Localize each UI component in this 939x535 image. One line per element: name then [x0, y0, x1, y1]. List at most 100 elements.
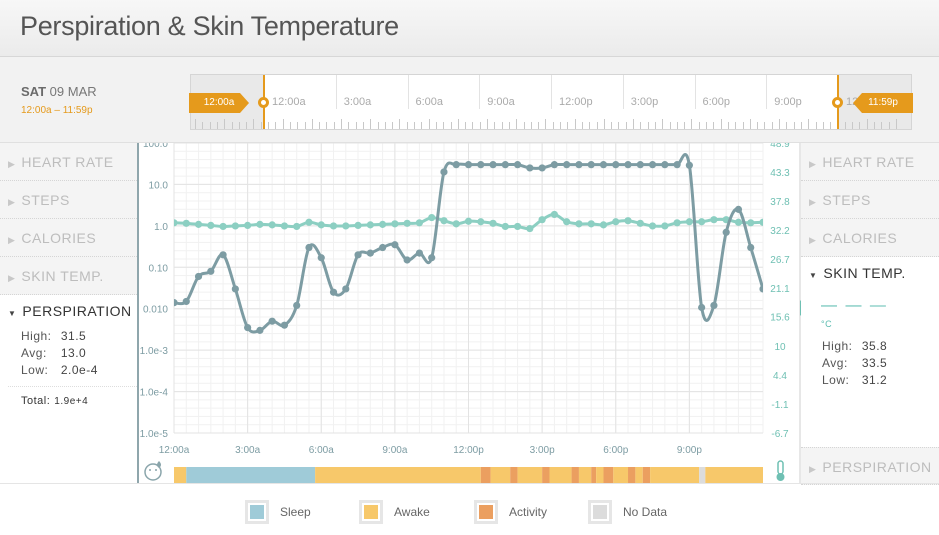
perspiration-point	[599, 161, 608, 169]
timeline-minor-tick	[567, 122, 569, 129]
sidebar-item-skin-temp[interactable]: ▶ SKIN TEMP.	[0, 257, 137, 295]
timeline-minor-tick	[852, 122, 853, 129]
perspiration-point	[587, 161, 595, 169]
legend-label: No Data	[623, 505, 668, 519]
skin-temp-point	[612, 218, 620, 226]
page-title: Perspiration & Skin Temperature	[20, 11, 399, 41]
activity-segment	[571, 467, 579, 483]
timeline-separator	[551, 75, 552, 109]
end-time-flag[interactable]: 11:59p	[853, 93, 913, 113]
timeline-minor-tick	[341, 119, 342, 129]
perspiration-point	[464, 161, 473, 169]
legend-swatch	[245, 500, 269, 524]
timeline-tick-label: 9:00a	[487, 96, 515, 108]
perspiration-point	[550, 161, 558, 169]
skin-temp-point	[526, 224, 534, 233]
timeline-minor-tick	[297, 122, 299, 129]
timeline-minor-tick	[662, 119, 664, 129]
timeline-minor-tick	[457, 119, 459, 129]
activity-segment	[315, 467, 481, 483]
perspiration-point	[452, 161, 460, 169]
date-value: 09 MAR	[49, 84, 97, 99]
skin-temp-point	[305, 218, 313, 226]
sidebar-item-label: PERSPIRATION	[822, 459, 932, 475]
end-handle[interactable]	[832, 97, 843, 108]
sidebar-item-steps[interactable]: ▶ STEPS	[0, 181, 137, 219]
skin-temp-point	[329, 222, 338, 230]
sidebar-item-perspiration[interactable]: ▶ PERSPIRATION	[801, 447, 939, 485]
skin-temp-point	[501, 222, 509, 231]
perspiration-point	[440, 168, 448, 176]
timeline-minor-tick	[487, 119, 488, 129]
timeline-minor-tick	[421, 122, 423, 129]
timeline-minor-tick	[435, 122, 437, 129]
skin-temp-point	[452, 220, 460, 228]
skin-temp-point	[513, 222, 522, 231]
sidebar-item-heart-rate[interactable]: ▶ HEART RATE	[0, 143, 137, 181]
sidebar-item-skin-temp[interactable]: ▼ SKIN TEMP. — — — °C High: 35.8 Avg: 33.…	[801, 257, 939, 447]
skin-temp-dashes: — — —	[821, 297, 888, 314]
legend-swatch	[359, 500, 383, 524]
start-handle[interactable]	[258, 97, 269, 108]
thermometer-icon	[776, 460, 785, 481]
perspiration-stats: High: 31.5 Avg: 13.0 Low: 2.0e-4	[21, 329, 137, 380]
timeline-minor-tick	[603, 119, 605, 129]
skin-temp-point	[428, 213, 436, 222]
activity-segment	[650, 467, 700, 483]
skin-temp-point	[575, 220, 583, 228]
activity-segment	[603, 467, 614, 483]
chevron-right-icon: ▶	[8, 235, 16, 245]
timeline-minor-tick	[479, 122, 481, 129]
perspiration-point	[379, 243, 387, 252]
timeline-minor-tick	[786, 122, 788, 129]
timeline-minor-tick	[333, 122, 335, 129]
stat-total-label: Total:	[21, 395, 51, 407]
timeline-minor-tick	[516, 119, 518, 129]
skin-temp-point	[293, 222, 301, 231]
start-time-flag[interactable]: 12:00a	[189, 93, 249, 113]
timeline-minor-tick	[348, 122, 350, 129]
activity-segment	[642, 467, 651, 483]
perspiration-point	[636, 161, 644, 169]
x-axis-tick-label: 12:00a	[159, 445, 190, 456]
right-axis-tick-label: 26.7	[770, 255, 790, 266]
perspiration-point	[231, 285, 239, 293]
skin-temp-point	[550, 210, 558, 219]
timeline-minor-tick	[844, 122, 846, 129]
x-axis-tick-label: 3:00p	[530, 445, 555, 456]
perspiration-point	[329, 288, 338, 296]
timeline-tick-label: 6:00p	[702, 96, 731, 108]
chevron-right-icon: ▶	[809, 235, 817, 245]
stat-high-value: 35.8	[861, 339, 888, 353]
timeline-minor-tick	[888, 122, 890, 129]
perspiration-point	[219, 251, 227, 259]
perspiration-point	[538, 164, 546, 172]
sidebar-item-calories[interactable]: ▶ CALORIES	[801, 219, 939, 257]
thermometer-icon-bulb	[776, 473, 785, 481]
sidebar-item-calories[interactable]: ▶ CALORIES	[0, 219, 137, 257]
chevron-right-icon: ▶	[8, 197, 16, 207]
skin-temp-point	[685, 218, 693, 226]
perspiration-point	[428, 254, 436, 262]
sidebar-item-steps[interactable]: ▶ STEPS	[801, 181, 939, 219]
x-axis-tick-label: 12:00p	[453, 445, 484, 456]
timeline-minor-tick	[596, 122, 598, 129]
sidebar-item-heart-rate[interactable]: ▶ HEART RATE	[801, 143, 939, 181]
timeline-minor-tick	[691, 119, 693, 129]
timeline-minor-tick	[202, 122, 204, 129]
perspiration-point	[648, 161, 657, 169]
perspiration-point	[207, 267, 215, 275]
stat-low-value: 2.0e-4	[60, 363, 98, 377]
stat-high-label: High:	[822, 339, 853, 353]
timeline-minor-tick	[362, 122, 364, 129]
legend-swatch-fill	[250, 505, 264, 519]
time-range-slider[interactable]: 12:00a 3:00a 6:00a 9:00a 12:00p 3:00p 6:00p 9:0…	[189, 74, 913, 130]
perspiration-point	[673, 161, 681, 169]
perspiration-point	[747, 243, 755, 252]
sidebar-item-label: STEPS	[822, 192, 871, 208]
timeline-minor-tick	[406, 122, 408, 129]
activity-segment	[635, 467, 643, 483]
skin-temp-point	[207, 221, 215, 230]
sidebar-item-perspiration[interactable]: ▼ PERSPIRATION High: 31.5 Avg: 13.0 Low: …	[0, 295, 137, 407]
skin-temp-point	[354, 221, 362, 230]
